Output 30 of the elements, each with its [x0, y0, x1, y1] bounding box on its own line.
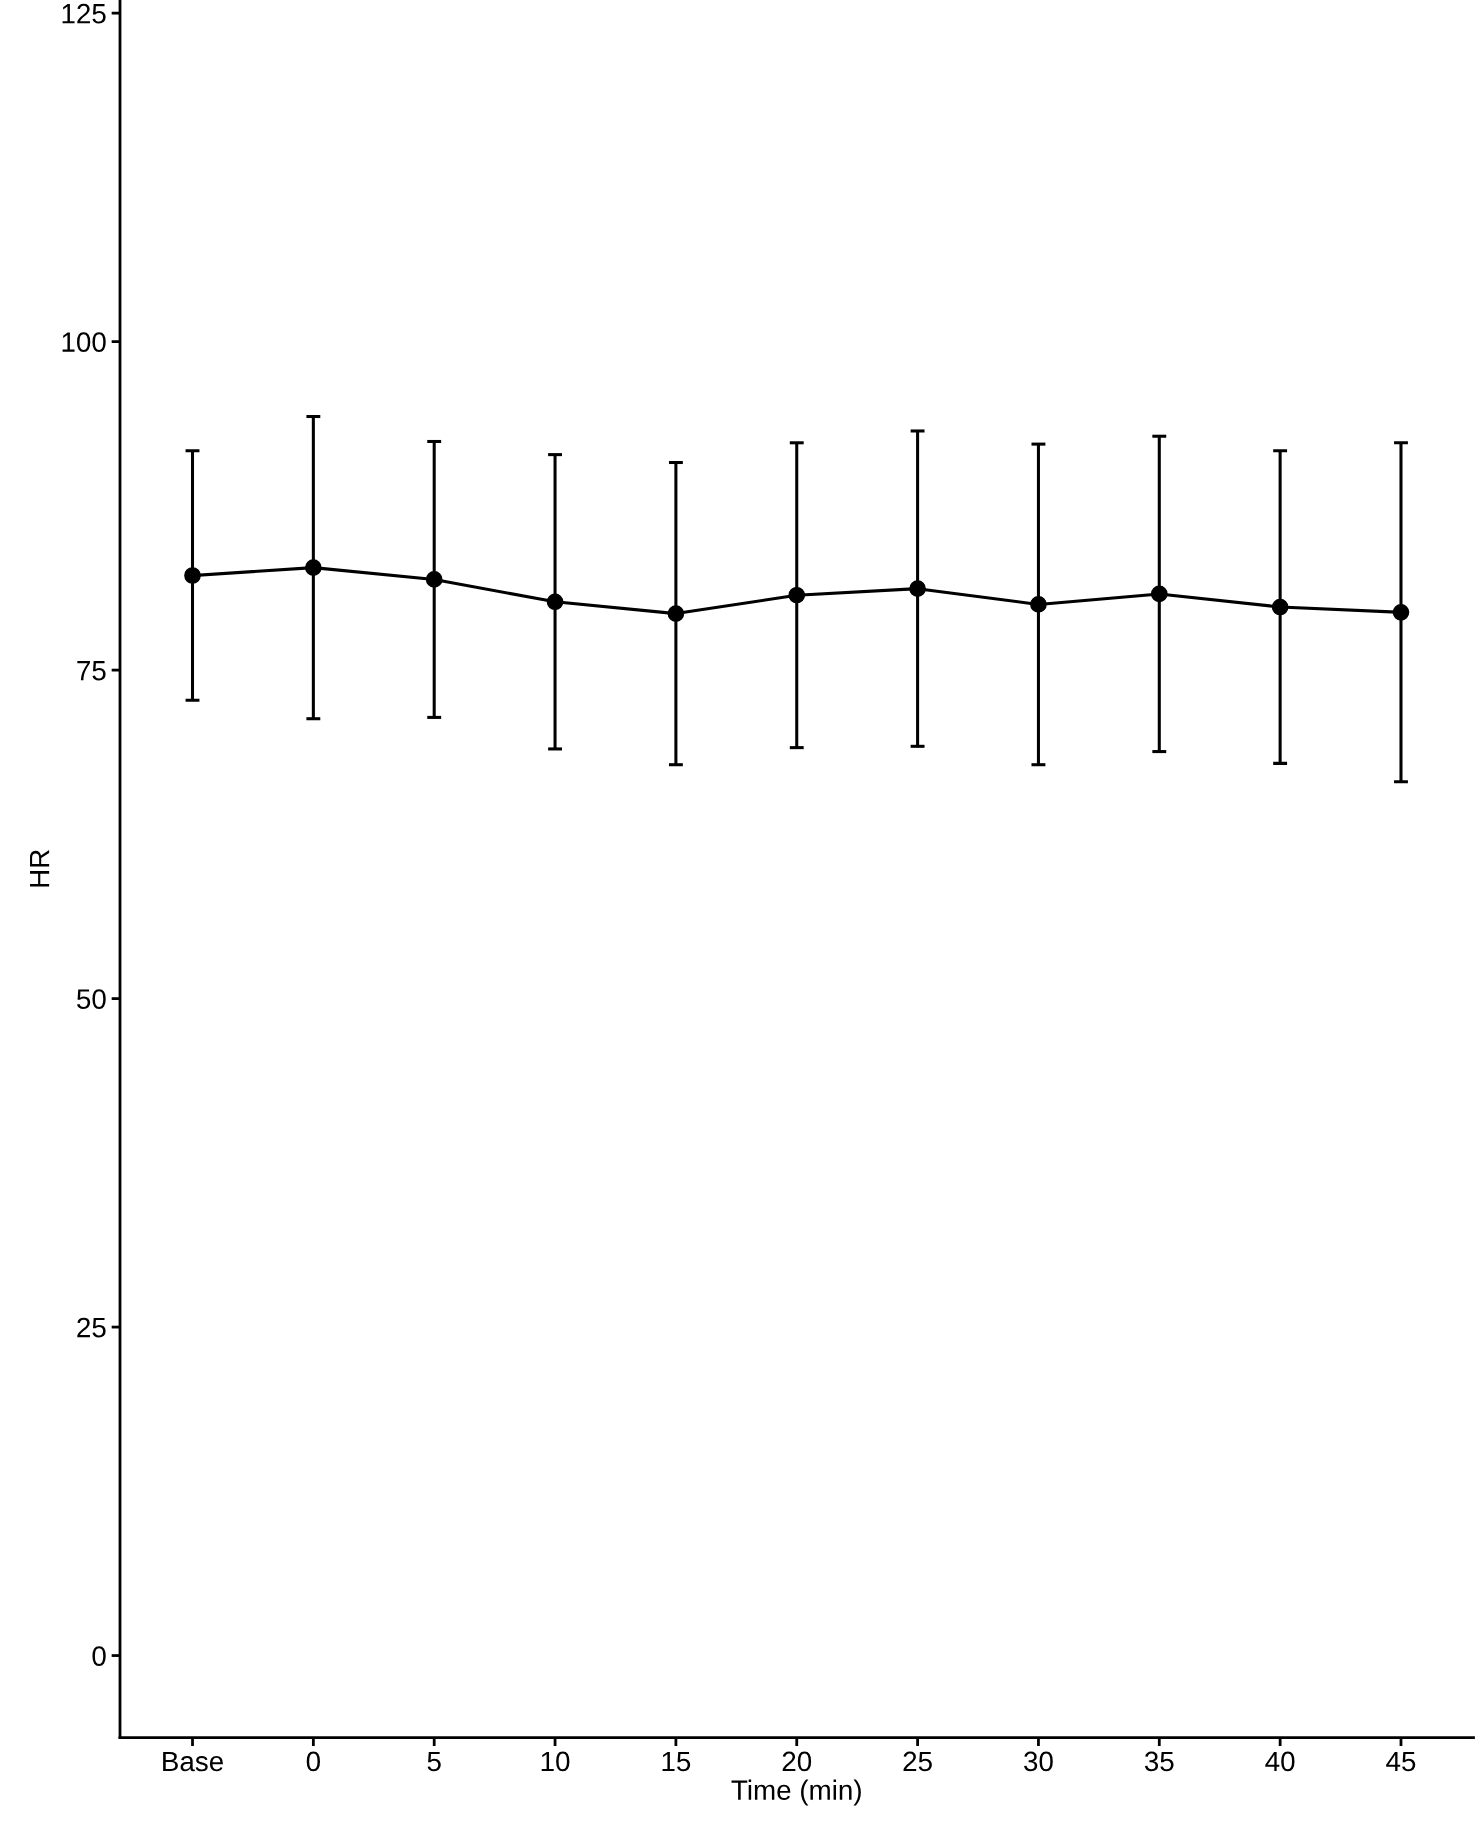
y-tick-label: 50 [77, 989, 106, 1009]
y-tick-label: 100 [62, 332, 106, 352]
y-axis-title: HR [30, 850, 50, 887]
x-tick-label: 25 [903, 1751, 932, 1772]
point [1150, 585, 1168, 603]
x-tick-label: 45 [1386, 1751, 1416, 1772]
point [909, 580, 926, 597]
x-tick-label: 5 [427, 1751, 441, 1772]
point [788, 586, 806, 604]
x-tick-label: 35 [1144, 1751, 1174, 1772]
point [1392, 603, 1410, 621]
point [425, 571, 443, 588]
x-tick-label: 40 [1265, 1751, 1295, 1772]
point [546, 593, 564, 611]
point [1030, 596, 1047, 613]
y-tick-label: 75 [77, 661, 106, 681]
point [667, 605, 685, 622]
point [184, 567, 201, 584]
x-tick-label: Base [163, 1751, 223, 1772]
point [1271, 598, 1289, 616]
x-tick-label: 15 [662, 1751, 691, 1772]
y-tick-label: 125 [62, 3, 106, 24]
x-axis-title: Time (min) [731, 1779, 861, 1806]
x-tick-label: 20 [782, 1751, 812, 1772]
y-tick-label: 25 [77, 1317, 106, 1338]
x-tick-label: 10 [541, 1751, 570, 1772]
x-tick-label: 0 [306, 1751, 320, 1772]
point [305, 559, 322, 576]
x-tick-label: 30 [1024, 1751, 1053, 1772]
y-tick-label: 0 [92, 1646, 106, 1666]
